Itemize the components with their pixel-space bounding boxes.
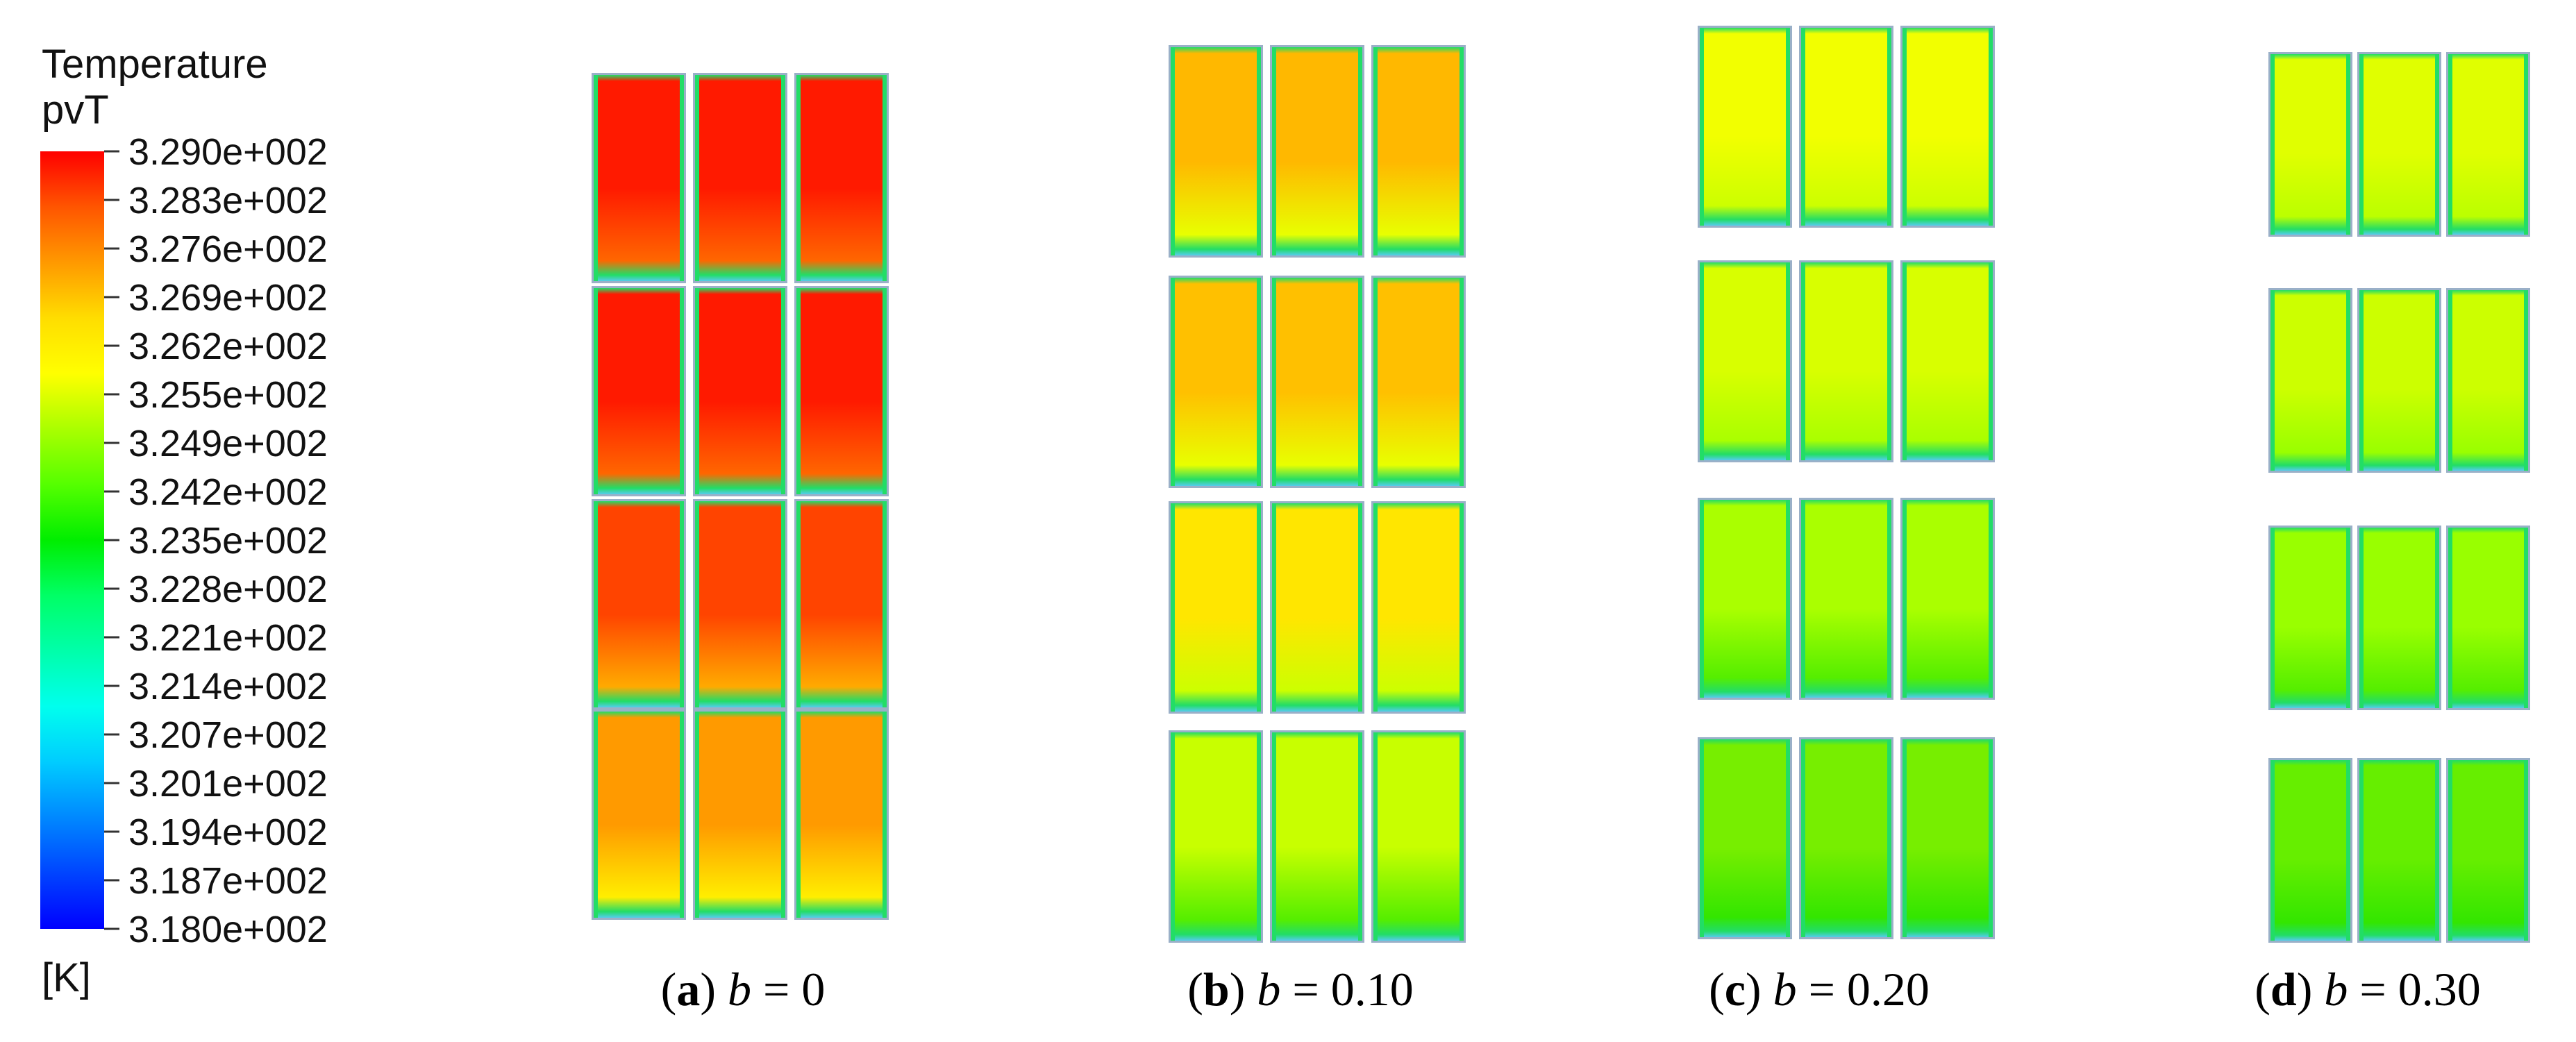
contour-cell [2275, 54, 2346, 235]
contour-cell [699, 501, 781, 707]
contour-cell [699, 75, 781, 281]
panel-a [592, 73, 889, 920]
contour-cell [598, 712, 680, 918]
contour-cell [2364, 528, 2435, 708]
contour-cell [1175, 503, 1257, 712]
contour-cell [801, 501, 883, 707]
contour-cell [2452, 528, 2524, 708]
contour-cell [2452, 760, 2524, 941]
panel-c [1698, 26, 1995, 939]
contour-cell [1907, 28, 1989, 226]
contour-cell [1378, 47, 1460, 255]
legend-unit: [K] [42, 955, 91, 1000]
legend-tick-label: 3.269e+002 [128, 277, 328, 319]
contour-cell [598, 75, 680, 281]
contour-cell [1378, 278, 1460, 486]
legend-tick-label: 3.276e+002 [128, 228, 328, 270]
legend-title: Temperature [42, 42, 268, 87]
color-bar [40, 151, 104, 929]
contour-cell [1704, 739, 1786, 937]
contour-cell [598, 501, 680, 707]
legend-tick-label: 3.187e+002 [128, 860, 328, 902]
contour-cell [801, 75, 883, 281]
contour-cell [2452, 54, 2524, 235]
legend-variable: pvT [42, 87, 109, 133]
legend-tick-label: 3.290e+002 [128, 131, 328, 173]
contour-cell [1276, 732, 1358, 941]
contour-cell [1704, 28, 1786, 226]
contour-cell [1704, 262, 1786, 460]
contour-cell [1907, 500, 1989, 698]
contour-cell [1175, 278, 1257, 486]
legend: Temperature pvT 3.290e+002 3.283e+002 3.27… [40, 42, 328, 1000]
contour-cell [2275, 760, 2346, 941]
contour-cell [2275, 290, 2346, 471]
contour-cell [1276, 47, 1358, 255]
contour-cell [699, 288, 781, 494]
contour-panels [592, 26, 2530, 943]
legend-tick-label: 3.194e+002 [128, 812, 328, 853]
legend-tick-label: 3.221e+002 [128, 617, 328, 659]
contour-cell [1175, 47, 1257, 255]
panel-d [2268, 52, 2530, 943]
caption-c: (c) b = 0.20 [1709, 963, 1930, 1016]
contour-cell [801, 712, 883, 918]
contour-cell [1907, 739, 1989, 937]
caption-b: (b) b = 0.10 [1187, 963, 1414, 1016]
contour-cell [1276, 503, 1358, 712]
panel-captions: (a) b = 0 (b) b = 0.10 (c) b = 0.20 (d) b =… [661, 963, 2481, 1016]
panel-b [1169, 45, 1466, 943]
legend-tick-label: 3.228e+002 [128, 569, 328, 610]
contour-cell [2275, 528, 2346, 708]
contour-cell [2364, 290, 2435, 471]
contour-cell [801, 288, 883, 494]
legend-tick-label: 3.214e+002 [128, 666, 328, 707]
legend-tick-label: 3.242e+002 [128, 471, 328, 513]
legend-ticks: 3.290e+002 3.283e+002 3.276e+002 3.269e+002… [104, 131, 328, 950]
contour-cell [2364, 760, 2435, 941]
contour-cell [1805, 28, 1887, 226]
contour-cell [2452, 290, 2524, 471]
contour-cell [1805, 500, 1887, 698]
contour-cell [1805, 262, 1887, 460]
contour-cell [1378, 732, 1460, 941]
legend-tick-label: 3.207e+002 [128, 714, 328, 756]
contour-cell [1175, 732, 1257, 941]
contour-cell [1276, 278, 1358, 486]
contour-cell [1907, 262, 1989, 460]
legend-tick-label: 3.283e+002 [128, 180, 328, 221]
contour-cell [598, 288, 680, 494]
contour-cell [699, 712, 781, 918]
caption-a: (a) b = 0 [661, 963, 826, 1016]
legend-tick-label: 3.249e+002 [128, 423, 328, 464]
legend-tick-label: 3.180e+002 [128, 909, 328, 950]
legend-tick-label: 3.235e+002 [128, 520, 328, 562]
legend-tick-label: 3.262e+002 [128, 326, 328, 367]
contour-cell [2364, 54, 2435, 235]
contour-cell [1805, 739, 1887, 937]
contour-cell [1378, 503, 1460, 712]
caption-d: (d) b = 0.30 [2255, 963, 2481, 1016]
legend-tick-label: 3.201e+002 [128, 763, 328, 805]
contour-cell [1704, 500, 1786, 698]
legend-tick-label: 3.255e+002 [128, 374, 328, 416]
